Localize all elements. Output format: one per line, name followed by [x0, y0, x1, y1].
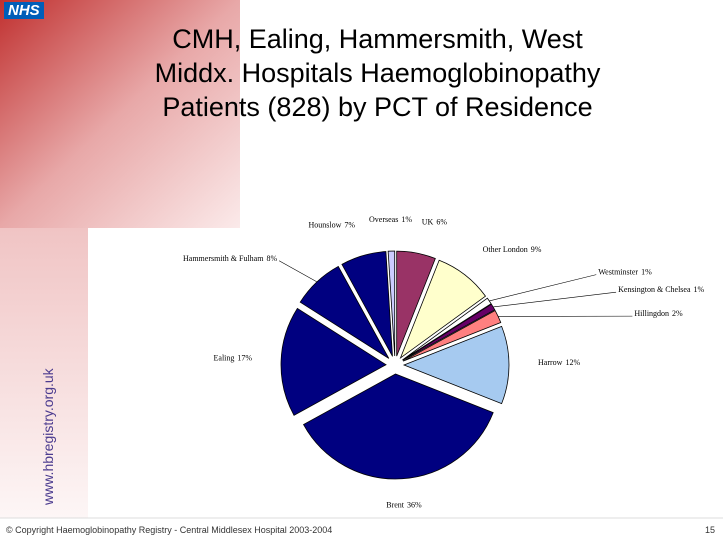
- value-label: 7%: [344, 221, 355, 230]
- category-label: Brent: [386, 501, 405, 510]
- value-label: 1%: [694, 285, 705, 294]
- pie-slice: [303, 373, 494, 480]
- category-label: Overseas: [369, 215, 398, 224]
- value-label: 6%: [436, 218, 447, 227]
- data-label: Ealing 17%: [214, 354, 253, 363]
- value-label: 12%: [565, 358, 580, 367]
- pie-slice: [387, 250, 396, 357]
- data-label: Harrow 12%: [538, 358, 580, 367]
- pie-slice: [299, 265, 390, 359]
- category-label: Hammersmith & Fulham: [183, 254, 264, 263]
- data-label: Other London 9%: [483, 245, 542, 254]
- chart-title: CMH, Ealing, Hammersmith, West Middx. Ho…: [154, 24, 601, 122]
- leader-line: [278, 260, 318, 283]
- data-label: Hounslow 7%: [309, 221, 356, 230]
- value-label: 8%: [266, 254, 277, 263]
- category-label: Other London: [483, 245, 528, 254]
- data-label: Brent 36%: [386, 501, 422, 510]
- value-label: 36%: [407, 501, 422, 510]
- pie-slice: [399, 259, 487, 360]
- category-label: Harrow: [538, 358, 563, 367]
- category-label: Kensington & Chelsea: [618, 285, 691, 294]
- leader-line: [493, 291, 617, 308]
- pie-slice: [402, 325, 510, 405]
- leader-line: [489, 274, 597, 302]
- category-label: Westminster: [598, 268, 638, 277]
- pie-slice: [396, 250, 436, 357]
- value-label: 17%: [237, 354, 252, 363]
- category-label: UK: [422, 218, 434, 227]
- category-label: Ealing: [214, 354, 235, 363]
- data-label: UK 6%: [422, 218, 448, 227]
- category-label: Hillingdon: [634, 309, 669, 318]
- logo: NHS: [4, 2, 44, 19]
- footer: © Copyright Haemoglobinopathy Registry -…: [6, 525, 333, 535]
- value-label: 2%: [672, 309, 683, 318]
- data-label: Kensington & Chelsea 1%: [618, 285, 704, 294]
- value-label: 9%: [531, 245, 542, 254]
- data-label: Overseas 1%: [369, 215, 412, 224]
- data-label: Hammersmith & Fulham 8%: [183, 254, 277, 263]
- data-label: Westminster 1%: [598, 268, 652, 277]
- value-label: 1%: [641, 268, 652, 277]
- category-label: Hounslow: [309, 221, 342, 230]
- pie-slice: [341, 251, 393, 357]
- page-number: 15: [704, 525, 715, 535]
- pie-slice: [402, 303, 496, 361]
- value-label: 1%: [401, 215, 412, 224]
- data-label: Hillingdon 2%: [634, 309, 683, 318]
- pie-slice: [280, 307, 387, 416]
